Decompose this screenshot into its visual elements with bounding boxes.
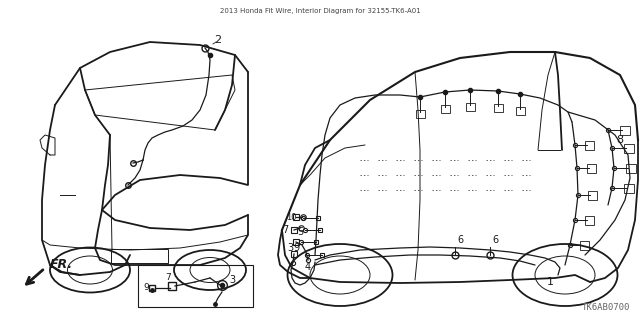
Bar bbox=[138, 265, 253, 307]
Text: 7: 7 bbox=[282, 225, 288, 235]
Text: 2013 Honda Fit Wire, Interior Diagram for 32155-TK6-A01: 2013 Honda Fit Wire, Interior Diagram fo… bbox=[220, 8, 420, 14]
Text: 8: 8 bbox=[616, 135, 623, 145]
Text: 6: 6 bbox=[492, 235, 498, 245]
Text: 3: 3 bbox=[229, 275, 235, 285]
Text: 9: 9 bbox=[143, 284, 149, 292]
Text: 4: 4 bbox=[305, 262, 311, 272]
Text: 3: 3 bbox=[287, 243, 293, 253]
Text: TK6AB0700: TK6AB0700 bbox=[582, 303, 630, 312]
Text: 1: 1 bbox=[547, 277, 554, 287]
Text: 10: 10 bbox=[285, 213, 296, 222]
Text: 6: 6 bbox=[457, 235, 463, 245]
Text: 2: 2 bbox=[214, 35, 221, 45]
Text: 5: 5 bbox=[297, 227, 303, 237]
Text: 7: 7 bbox=[165, 274, 171, 283]
Text: 9: 9 bbox=[293, 243, 299, 253]
Text: FR.: FR. bbox=[50, 259, 73, 271]
